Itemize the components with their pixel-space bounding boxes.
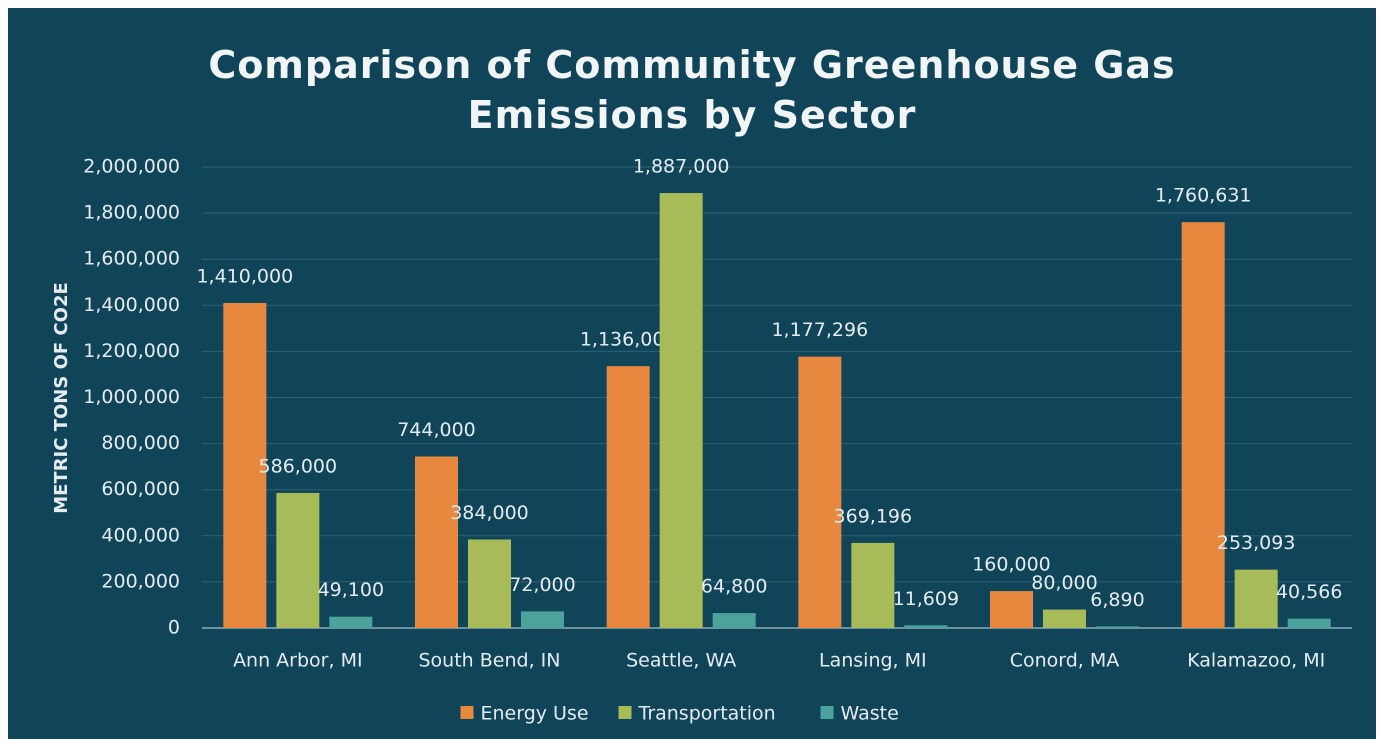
data-label: 64,800 <box>701 576 767 598</box>
y-tick-label: 1,800,000 <box>83 202 180 224</box>
data-label: 1,760,631 <box>1155 185 1252 207</box>
bar <box>659 193 703 628</box>
legend-label: Waste <box>841 703 899 725</box>
data-label: 49,100 <box>318 579 384 601</box>
x-tick-label: South Bend, IN <box>419 650 561 672</box>
data-label: 1,136,000 <box>580 329 677 351</box>
bar <box>468 539 511 628</box>
data-label: 80,000 <box>1031 572 1097 594</box>
bar <box>329 616 373 628</box>
bar <box>904 625 948 628</box>
bar <box>1043 609 1086 628</box>
data-label: 744,000 <box>397 419 476 441</box>
bar <box>1287 618 1331 628</box>
data-label: 72,000 <box>509 574 575 596</box>
y-tick-label: 1,200,000 <box>83 340 180 362</box>
bar <box>990 591 1033 628</box>
bar <box>798 356 842 628</box>
x-tick-label: Kalamazoo, MI <box>1187 650 1325 672</box>
bar <box>1234 569 1278 628</box>
bar <box>712 613 756 628</box>
data-label: 253,093 <box>1217 532 1296 554</box>
legend-swatch <box>460 706 474 719</box>
chart-title: Comparison of Community Greenhouse Gas E… <box>208 43 1176 137</box>
bar <box>415 456 458 628</box>
data-label: 1,887,000 <box>633 156 730 178</box>
bar <box>606 366 650 628</box>
data-label: 40,566 <box>1276 581 1342 603</box>
data-label: 1,177,296 <box>771 319 868 341</box>
legend-label: Transportation <box>638 703 776 725</box>
bar <box>521 611 564 628</box>
data-label: 1,410,000 <box>196 265 293 287</box>
y-tick-label: 1,400,000 <box>83 294 180 316</box>
bar <box>1096 626 1139 628</box>
bar <box>851 542 895 628</box>
y-tick-label: 1,000,000 <box>83 386 180 408</box>
y-tick-label: 0 <box>168 617 180 639</box>
y-tick-label: 800,000 <box>101 432 180 454</box>
y-tick-label: 200,000 <box>101 570 180 592</box>
x-tick-label: Ann Arbor, MI <box>233 650 363 672</box>
y-tick-label: 2,000,000 <box>83 156 180 178</box>
data-label: 384,000 <box>450 502 529 524</box>
data-label: 369,196 <box>834 505 913 527</box>
x-tick-label: Seattle, WA <box>626 650 736 672</box>
x-tick-label: Conord, MA <box>1010 650 1120 672</box>
y-tick-label: 600,000 <box>101 478 180 500</box>
data-label: 160,000 <box>972 554 1051 576</box>
legend-swatch <box>820 706 834 719</box>
bar <box>276 492 320 628</box>
y-axis-label: METRIC TONS OF CO2E <box>51 282 72 514</box>
legend-label: Energy Use <box>481 703 589 725</box>
x-tick-label: Lansing, MI <box>819 650 927 672</box>
bar <box>223 302 267 628</box>
data-label: 586,000 <box>259 455 338 477</box>
y-tick-label: 400,000 <box>101 524 180 546</box>
y-tick-label: 1,600,000 <box>83 248 180 270</box>
data-label: 11,609 <box>893 588 959 610</box>
data-label: 6,890 <box>1090 589 1144 611</box>
legend-swatch <box>618 706 632 719</box>
bar <box>1181 222 1225 628</box>
